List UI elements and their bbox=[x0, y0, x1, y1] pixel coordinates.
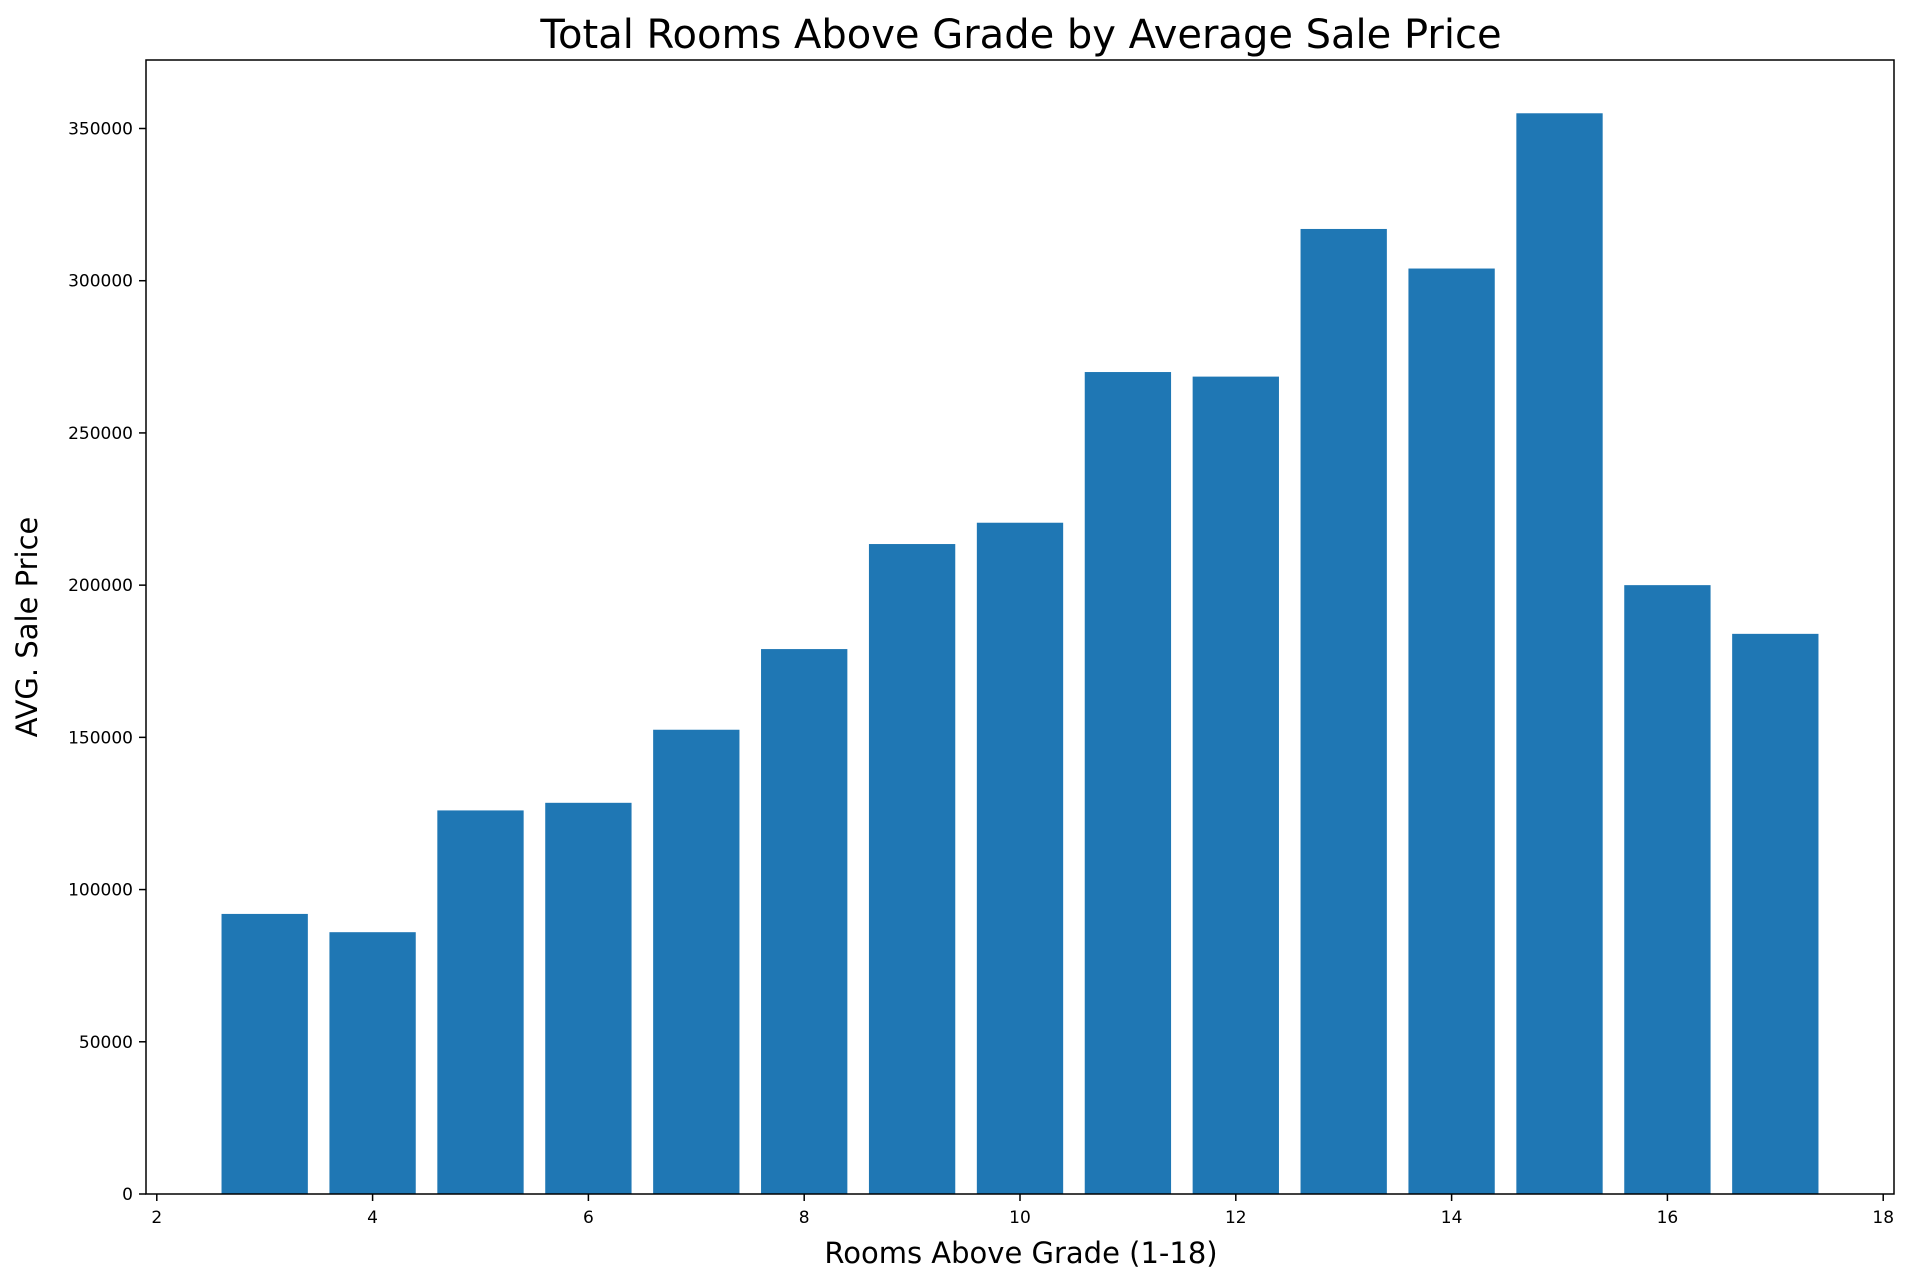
x-tick-label: 18 bbox=[1872, 1208, 1894, 1228]
y-tick-label: 300000 bbox=[68, 272, 133, 292]
plot-frame bbox=[145, 59, 1895, 1195]
x-tick-label: 14 bbox=[1441, 1208, 1463, 1228]
y-tick-label: 50000 bbox=[79, 1033, 133, 1053]
bar-rooms-6 bbox=[545, 802, 632, 1194]
bar-rooms-12 bbox=[1192, 376, 1279, 1194]
bar-rooms-7 bbox=[653, 729, 740, 1194]
y-tick-label: 250000 bbox=[68, 424, 133, 444]
bar-rooms-17 bbox=[1732, 633, 1819, 1194]
bar-rooms-3 bbox=[221, 913, 308, 1194]
y-tick-label: 200000 bbox=[68, 576, 133, 596]
bar-rooms-16 bbox=[1624, 585, 1711, 1194]
y-tick-label: 350000 bbox=[68, 119, 133, 139]
x-tick-label: 16 bbox=[1657, 1208, 1679, 1228]
bar-rooms-9 bbox=[868, 544, 956, 1194]
x-axis-ticks: 2 4 6 8 10 12 14 16 18 bbox=[151, 1194, 1894, 1228]
bar-rooms-10 bbox=[976, 522, 1064, 1194]
bar-rooms-14 bbox=[1408, 268, 1495, 1194]
bar-rooms-15 bbox=[1516, 113, 1603, 1194]
x-tick-label: 2 bbox=[151, 1208, 162, 1228]
bar-rooms-5 bbox=[437, 810, 524, 1194]
x-tick-label: 12 bbox=[1225, 1208, 1247, 1228]
chart-title: Total Rooms Above Grade by Average Sale … bbox=[539, 12, 1501, 58]
y-tick-label: 0 bbox=[122, 1185, 133, 1205]
y-axis-ticks: 0 50000 100000 150000 200000 250000 300000 3500… bbox=[68, 119, 146, 1205]
y-axis-label: AVG. Sale Price bbox=[10, 517, 44, 738]
y-tick-label: 100000 bbox=[68, 881, 133, 901]
x-tick-label: 10 bbox=[1009, 1208, 1031, 1228]
bar-rooms-13 bbox=[1300, 228, 1387, 1194]
bar-rooms-11 bbox=[1084, 372, 1172, 1194]
bars-group bbox=[221, 113, 1819, 1194]
x-axis-label: Rooms Above Grade (1-18) bbox=[824, 1236, 1217, 1270]
bar-rooms-8 bbox=[761, 649, 848, 1194]
bar-rooms-4 bbox=[329, 932, 416, 1194]
y-tick-label: 150000 bbox=[68, 728, 133, 748]
x-tick-label: 6 bbox=[583, 1208, 594, 1228]
x-tick-label: 8 bbox=[799, 1208, 810, 1228]
x-tick-label: 4 bbox=[367, 1208, 378, 1228]
